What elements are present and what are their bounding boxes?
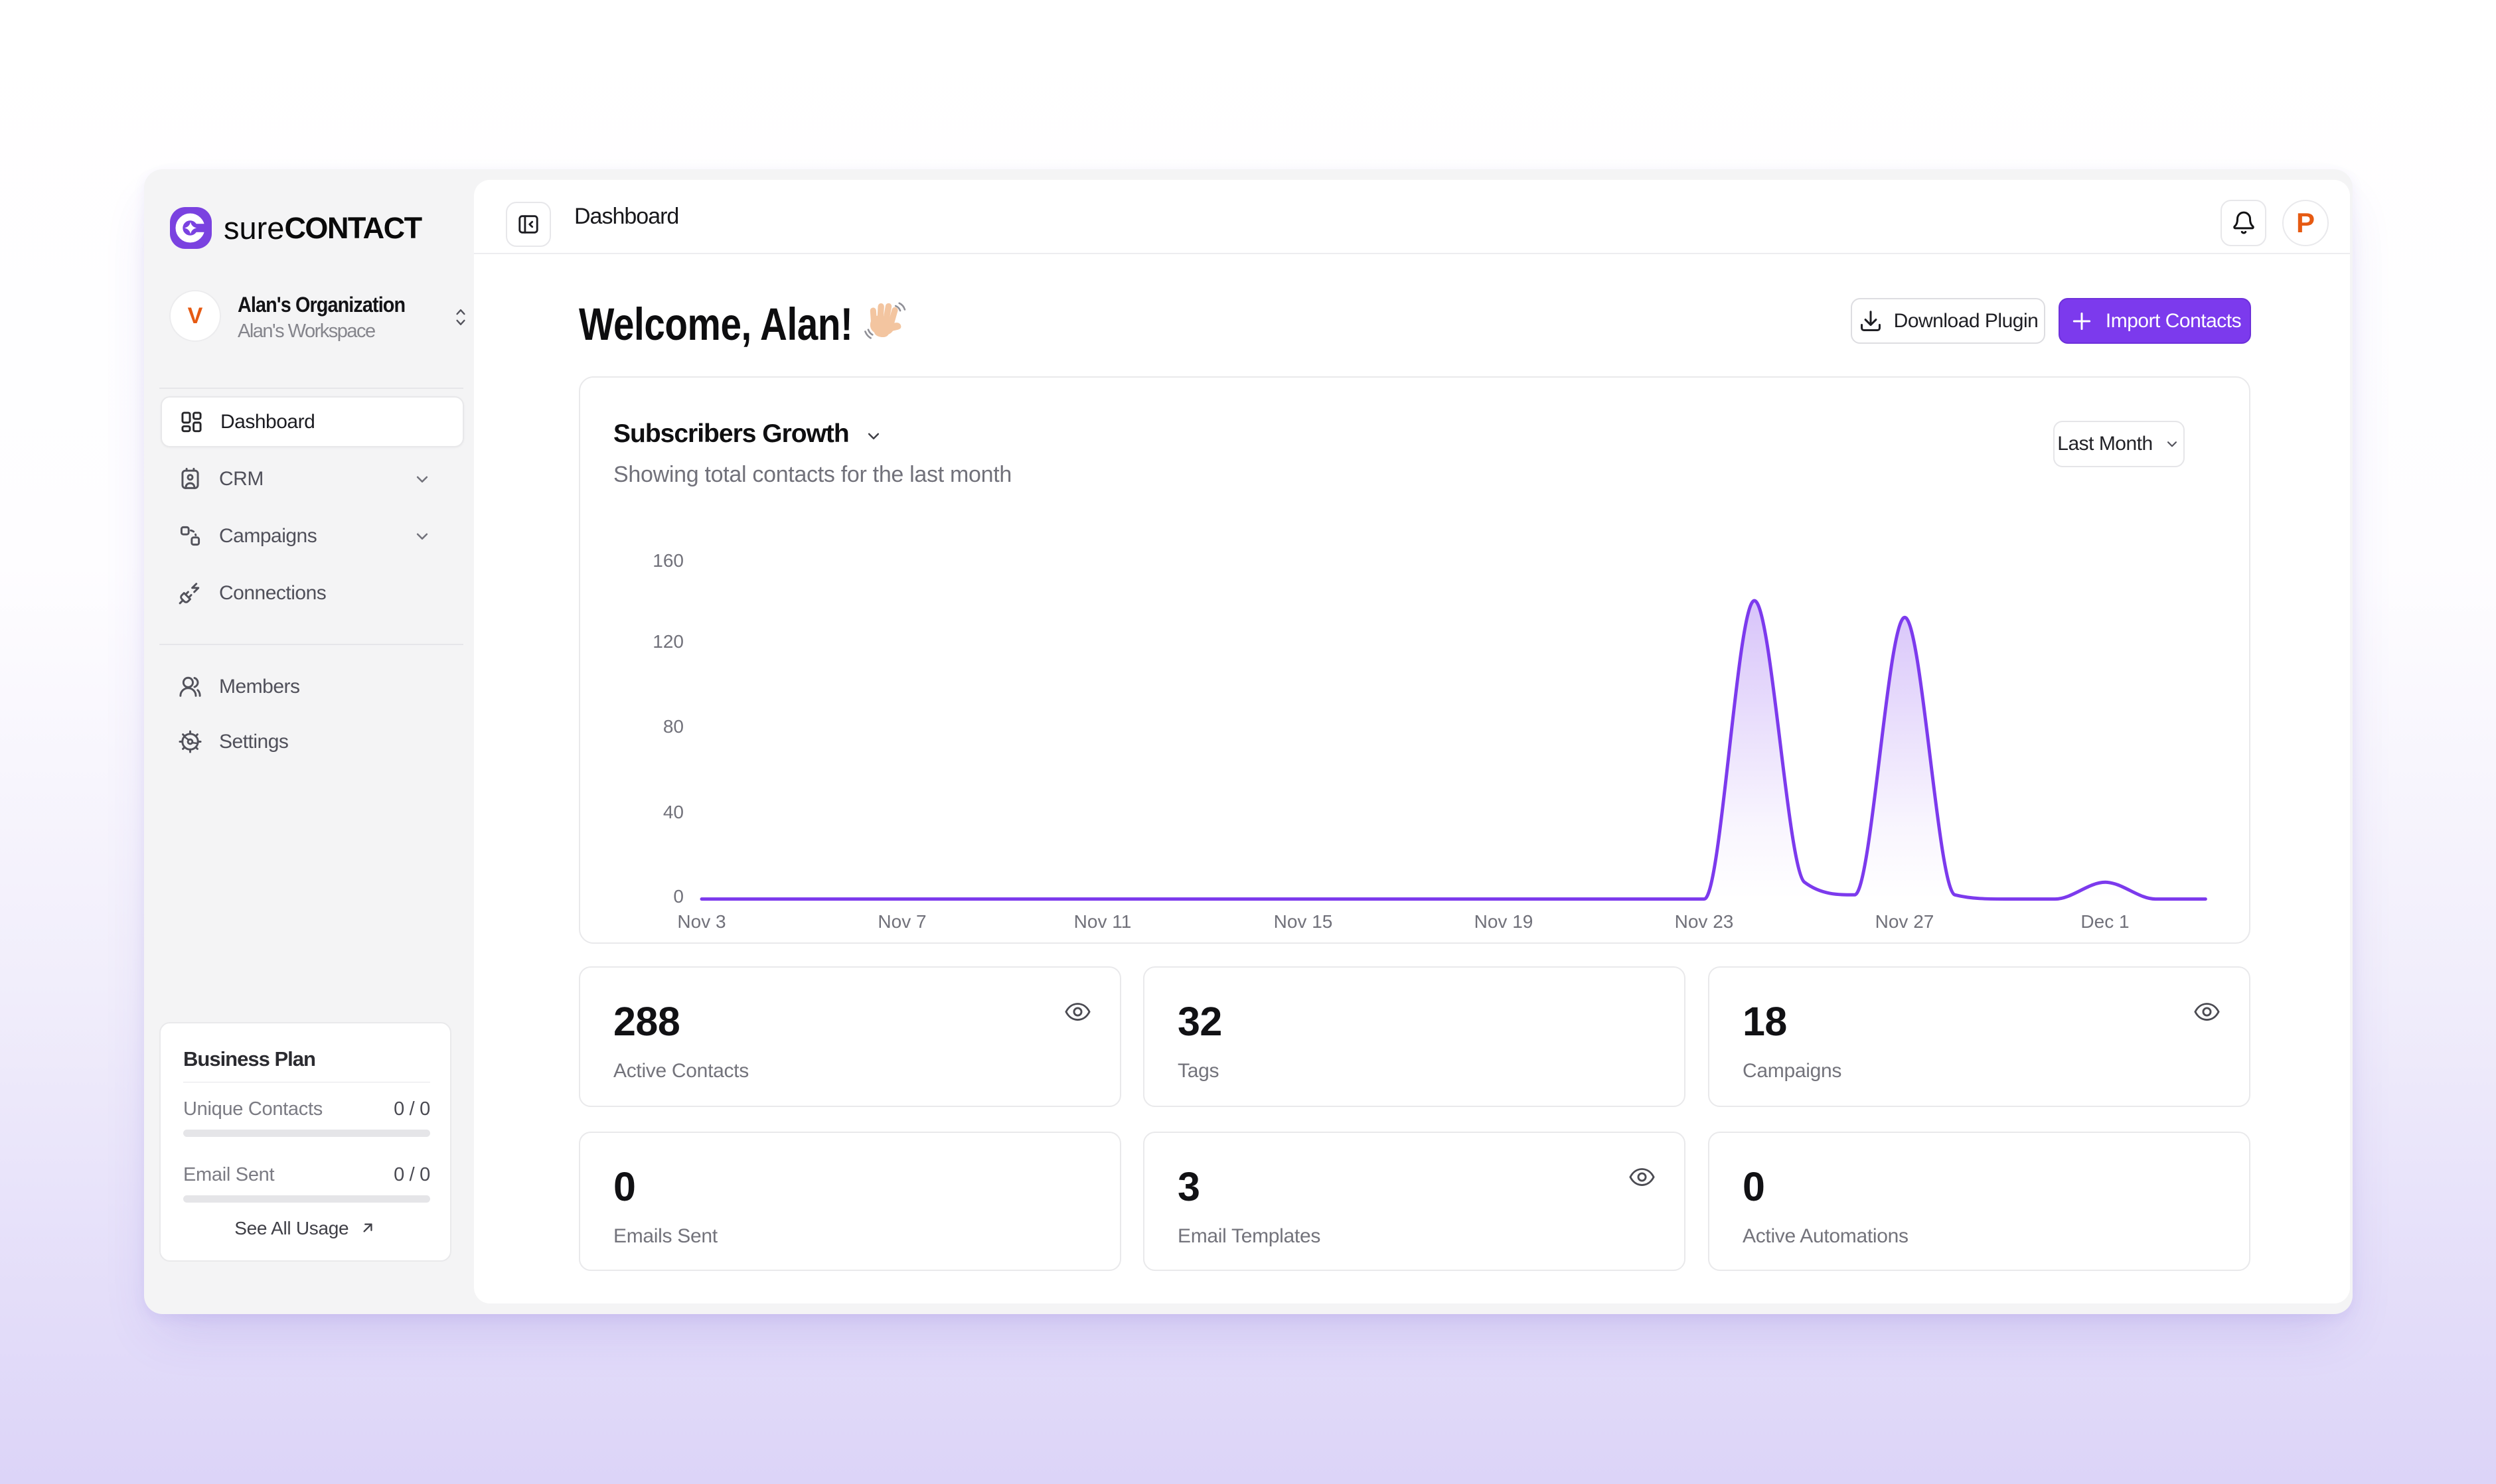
svg-text:Nov 23: Nov 23 xyxy=(1675,911,1734,932)
svg-text:Nov 27: Nov 27 xyxy=(1875,911,1934,932)
svg-text:Nov 15: Nov 15 xyxy=(1274,911,1333,932)
svg-text:Dec 1: Dec 1 xyxy=(2080,911,2129,932)
svg-text:40: 40 xyxy=(663,802,684,822)
svg-text:120: 120 xyxy=(653,631,684,652)
svg-text:160: 160 xyxy=(653,550,684,571)
svg-text:0: 0 xyxy=(673,886,684,907)
svg-text:Nov 7: Nov 7 xyxy=(878,911,926,932)
svg-text:Nov 19: Nov 19 xyxy=(1474,911,1533,932)
svg-text:80: 80 xyxy=(663,716,684,737)
svg-text:Nov 3: Nov 3 xyxy=(677,911,726,932)
svg-text:Nov 11: Nov 11 xyxy=(1074,911,1132,932)
